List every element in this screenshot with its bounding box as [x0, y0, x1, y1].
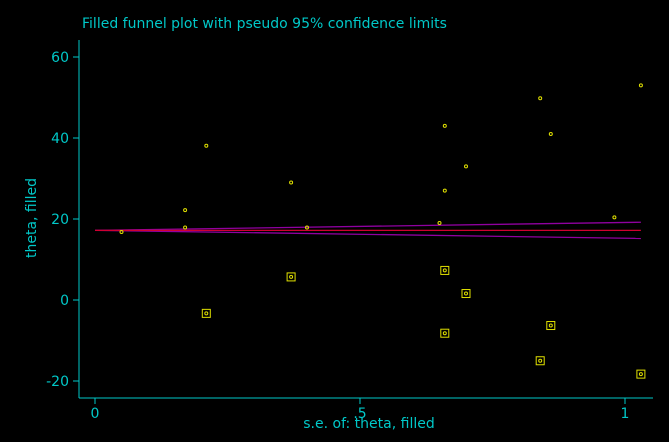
y-tick-label: 20: [51, 212, 69, 228]
y-axis-label: theta, filled: [24, 178, 40, 258]
filled-study-square: [535, 356, 545, 366]
study-point: [183, 225, 188, 230]
chart-title: Filled funnel plot with pseudo 95% confi…: [82, 16, 447, 32]
study-point: [638, 83, 643, 88]
y-tick-label: 0: [60, 293, 69, 309]
study-point: [464, 164, 468, 169]
x-tick-label: 0: [91, 406, 100, 422]
filled-study-dot: [548, 323, 553, 328]
filled-study-square: [440, 265, 450, 275]
y-tick-label: 60: [51, 50, 69, 66]
filled-study-dot: [464, 291, 468, 296]
filled-study-square: [201, 308, 211, 318]
study-point: [289, 180, 294, 185]
x-tick-label: .5: [353, 406, 366, 422]
study-point: [548, 131, 553, 136]
y-tick-label: 40: [51, 131, 69, 147]
study-point: [442, 188, 447, 193]
study-point: [538, 96, 543, 101]
ci-lower-line: [94, 229, 641, 240]
filled-study-square: [440, 328, 450, 338]
filled-study-dot: [638, 372, 643, 377]
study-point: [442, 123, 447, 128]
filled-study-square: [546, 321, 556, 331]
x-tick-label: 1: [621, 406, 630, 422]
study-point: [305, 225, 309, 230]
x-axis-label: s.e. of: theta, filled: [303, 416, 434, 432]
study-point: [204, 143, 209, 148]
filled-study-dot: [289, 274, 294, 279]
filled-study-dot: [442, 268, 447, 273]
filled-study-square: [461, 289, 471, 299]
ci-upper-line: [94, 221, 641, 231]
filled-study-dot: [204, 311, 209, 316]
filled-study-dot: [442, 331, 447, 336]
study-point: [612, 215, 617, 220]
filled-study-square: [286, 272, 296, 282]
plot-area: -20 0 20 40 60 0 .5 1: [46, 40, 653, 422]
filled-study-square: [636, 369, 646, 379]
filled-study-dot: [538, 358, 543, 363]
study-point: [183, 208, 188, 213]
study-point: [437, 221, 442, 226]
y-tick-label: -20: [46, 374, 69, 390]
study-point: [119, 229, 124, 234]
